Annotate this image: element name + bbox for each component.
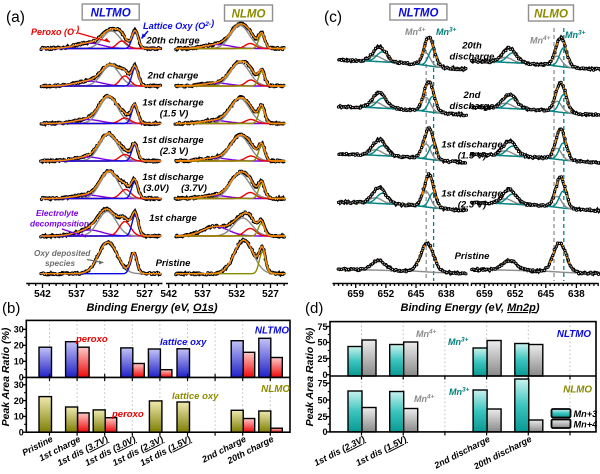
svg-text:1st discharge: 1st discharge	[142, 135, 204, 146]
svg-text:20: 20	[14, 341, 24, 351]
svg-text:lattice oxy: lattice oxy	[160, 337, 207, 348]
svg-text:0: 0	[322, 427, 327, 437]
svg-text:20th: 20th	[461, 41, 482, 52]
svg-text:652: 652	[378, 289, 395, 300]
svg-text:75: 75	[317, 379, 327, 389]
svg-text:NLTMO: NLTMO	[398, 8, 438, 20]
svg-text:50: 50	[317, 395, 327, 405]
svg-text:652: 652	[507, 289, 524, 300]
svg-text:(a): (a)	[6, 9, 25, 26]
svg-text:1st discharge: 1st discharge	[142, 98, 204, 109]
svg-text:lattice oxy: lattice oxy	[172, 391, 219, 402]
svg-text:peroxo: peroxo	[111, 409, 144, 420]
svg-text:645: 645	[537, 289, 554, 300]
svg-text:638: 638	[568, 289, 585, 300]
svg-text:(3.7V): (3.7V)	[181, 183, 207, 194]
svg-text:(d): (d)	[305, 300, 323, 317]
svg-text:532: 532	[228, 289, 245, 300]
svg-text:50: 50	[317, 338, 327, 348]
svg-text:(b): (b)	[2, 300, 20, 317]
svg-text:NLTMO: NLTMO	[557, 329, 591, 340]
svg-text:Peak Area Ratio (%): Peak Area Ratio (%)	[0, 327, 12, 426]
svg-text:25: 25	[317, 354, 327, 364]
svg-text:discharge: discharge	[450, 101, 496, 112]
svg-text:25: 25	[317, 412, 327, 422]
svg-text:Pristine: Pristine	[455, 251, 491, 262]
svg-text:Mn+3: Mn+3	[574, 409, 598, 419]
svg-text:537: 537	[194, 289, 211, 300]
svg-text:peroxo: peroxo	[75, 334, 108, 345]
svg-text:NLMO: NLMO	[261, 384, 290, 395]
svg-text:2nd: 2nd	[463, 90, 481, 101]
svg-text:Pristine: Pristine	[156, 258, 192, 269]
svg-text:discharge: discharge	[450, 52, 496, 63]
svg-text:537: 537	[68, 289, 85, 300]
svg-text:1st discharge: 1st discharge	[441, 189, 503, 200]
svg-text:20th charge: 20th charge	[145, 36, 200, 47]
svg-text:Binding Energy (eV, O1s): Binding Energy (eV, O1s)	[86, 302, 217, 314]
svg-text:10: 10	[14, 357, 24, 367]
svg-text:NLMO: NLMO	[534, 9, 568, 21]
svg-text:(1.5 V): (1.5 V)	[160, 109, 189, 120]
svg-text:(1.5 V): (1.5 V)	[458, 151, 487, 162]
svg-text:1st discharge: 1st discharge	[142, 172, 204, 183]
svg-text:10: 10	[14, 412, 24, 422]
svg-text:30: 30	[14, 380, 24, 390]
svg-text:(3.0V): (3.0V)	[143, 183, 169, 194]
svg-text:NLTMO: NLTMO	[91, 8, 131, 20]
svg-text:1st discharge: 1st discharge	[441, 140, 503, 151]
svg-text:645: 645	[408, 289, 425, 300]
svg-text:659: 659	[347, 289, 364, 300]
svg-text:0: 0	[19, 428, 24, 438]
svg-text:1st charge: 1st charge	[149, 213, 197, 224]
svg-text:659: 659	[476, 289, 493, 300]
svg-text:decomposition: decomposition	[30, 219, 89, 229]
svg-text:(2.3 V): (2.3 V)	[160, 146, 189, 157]
svg-text:75: 75	[317, 322, 327, 332]
svg-text:Mn+4: Mn+4	[574, 420, 598, 430]
svg-text:20: 20	[14, 396, 24, 406]
svg-text:Peak Area Ratio (%): Peak Area Ratio (%)	[304, 327, 316, 426]
svg-text:Oxy deposited: Oxy deposited	[34, 249, 91, 258]
svg-text:NLMO: NLMO	[232, 9, 266, 21]
svg-text:2nd charge: 2nd charge	[147, 71, 199, 82]
svg-text:NLMO: NLMO	[563, 385, 592, 396]
svg-text:species: species	[45, 259, 75, 268]
svg-text:Electrolyte: Electrolyte	[36, 208, 79, 218]
svg-text:30: 30	[14, 325, 24, 335]
svg-text:NLTMO: NLTMO	[255, 326, 289, 337]
svg-text:527: 527	[136, 289, 153, 300]
svg-text:532: 532	[102, 289, 119, 300]
svg-text:542: 542	[160, 289, 177, 300]
svg-text:(c): (c)	[324, 9, 342, 26]
svg-text:Binding Energy (eV, Mn2p): Binding Energy (eV, Mn2p)	[401, 302, 540, 314]
svg-text:542: 542	[34, 289, 51, 300]
svg-text:527: 527	[262, 289, 279, 300]
svg-text:638: 638	[438, 289, 455, 300]
svg-text:(2.3 V): (2.3 V)	[458, 200, 487, 211]
